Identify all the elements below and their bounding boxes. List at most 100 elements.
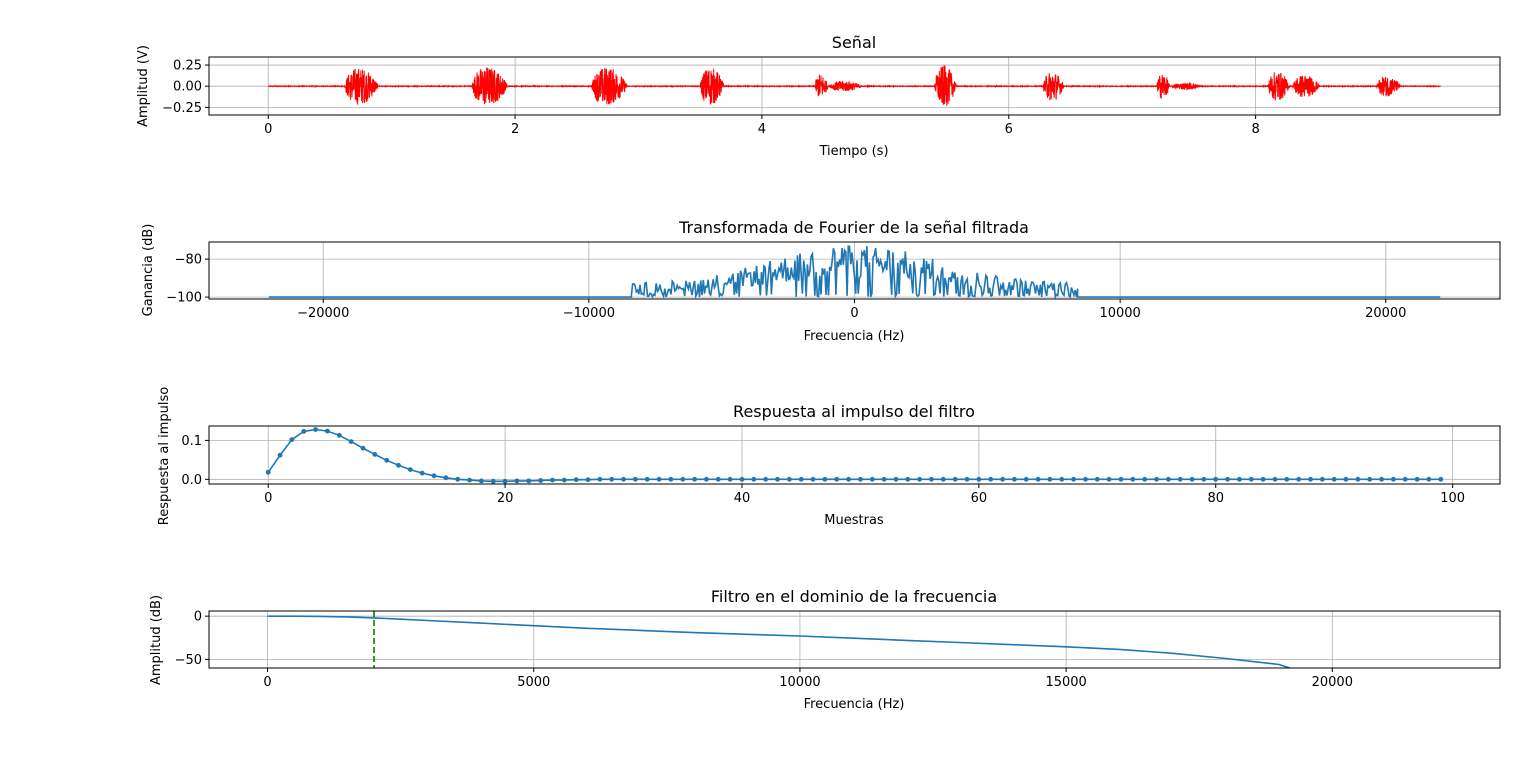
panel-fft: Transformada de Fourier de la señal filt…	[141, 218, 1501, 344]
panel-filter-xlabel: Frecuencia (Hz)	[804, 697, 905, 712]
panel-fft-ticks: −20000 −10000 0 10000 20000 −80 −100	[166, 253, 1406, 321]
panel-signal-ylabel: Amplitud (V)	[136, 45, 151, 127]
impulse-point	[1071, 476, 1076, 482]
impulse-point	[656, 476, 662, 482]
impulse-point	[277, 452, 283, 458]
impulse-point	[1355, 476, 1361, 482]
x-tick-label: 4	[758, 122, 766, 137]
impulse-point	[1225, 476, 1230, 482]
signal-line	[267, 65, 1441, 106]
impulse-point	[1094, 476, 1100, 482]
impulse-point	[289, 437, 295, 442]
impulse-point	[952, 476, 958, 482]
x-tick-label: 15000	[1045, 675, 1086, 690]
y-tick-label: 0	[194, 610, 202, 625]
impulse-point	[313, 427, 318, 432]
panel-fft-xlabel: Frecuencia (Hz)	[804, 329, 905, 344]
impulse-point	[396, 462, 401, 468]
impulse-point	[1331, 476, 1337, 482]
panel-fft-ylabel: Ganancia (dB)	[141, 224, 156, 317]
impulse-point	[1284, 476, 1290, 482]
panel-filter-series	[267, 611, 1290, 668]
impulse-point	[526, 478, 532, 484]
panel-filter-ylabel: Amplitud (dB)	[149, 595, 164, 685]
panel-impulse-title: Respuesta al impulso del filtro	[733, 402, 975, 421]
panel-signal-xlabel: Tiempo (s)	[818, 144, 888, 159]
impulse-point	[763, 476, 769, 482]
impulse-point	[1142, 476, 1148, 482]
y-tick-label: −80	[175, 253, 202, 268]
x-tick-label: 80	[1207, 491, 1224, 506]
impulse-point	[1047, 476, 1053, 482]
y-tick-label: 0.1	[181, 434, 202, 449]
impulse-point	[360, 445, 366, 451]
impulse-point	[822, 476, 828, 482]
x-tick-label: 2	[511, 122, 519, 137]
impulse-point	[561, 477, 567, 483]
x-tick-label: 20000	[1312, 675, 1353, 690]
impulse-point	[810, 476, 816, 482]
panel-filter-title: Filtro en el dominio de la frecuencia	[711, 587, 997, 606]
impulse-point	[1426, 476, 1432, 482]
x-tick-label: 0	[264, 491, 272, 506]
y-tick-label: 0.25	[173, 59, 202, 74]
impulse-point	[1402, 476, 1408, 482]
impulse-point	[775, 476, 780, 482]
impulse-point	[964, 476, 970, 482]
impulse-point	[1391, 476, 1396, 482]
impulse-point	[680, 476, 686, 482]
y-tick-label: −50	[175, 653, 202, 668]
impulse-point	[479, 478, 484, 484]
impulse-point	[787, 476, 792, 482]
panel-signal-series	[267, 65, 1441, 106]
impulse-point	[348, 439, 354, 444]
impulse-point	[1154, 476, 1159, 482]
impulse-point	[905, 476, 911, 482]
panel-impulse-ylabel: Respuesta al impulso	[157, 387, 172, 526]
x-tick-label: 6	[1005, 122, 1013, 137]
impulse-point	[1189, 476, 1195, 482]
impulse-point	[301, 429, 307, 434]
impulse-point	[550, 477, 555, 483]
impulse-point	[1319, 476, 1325, 482]
panel-signal-ticks: 0 2 4 6 8 0.25 0.00 −0.25	[162, 59, 1260, 137]
x-tick-label: 0	[264, 122, 272, 137]
impulse-point	[976, 476, 982, 482]
impulse-point	[644, 476, 650, 482]
panel-impulse-frame	[208, 425, 1501, 485]
impulse-point	[858, 476, 863, 482]
impulse-point	[715, 476, 721, 482]
impulse-point	[1012, 476, 1017, 482]
panel-impulse-series	[265, 427, 1444, 484]
impulse-point	[1118, 476, 1124, 482]
x-tick-label: 100	[1440, 491, 1465, 506]
impulse-point	[336, 432, 342, 438]
fft-line	[268, 245, 1441, 299]
impulse-point	[467, 477, 472, 483]
plot-area	[268, 245, 1441, 299]
panel-fft-series	[268, 245, 1441, 299]
x-tick-label: 40	[734, 491, 751, 506]
impulse-point	[609, 476, 615, 482]
impulse-point	[573, 477, 579, 483]
panel-signal: Señal 0 2 4 6 8 0.25 0.00 −0.25 Tiempo (s) Ampl…	[136, 33, 1501, 159]
impulse-point	[1272, 476, 1278, 482]
impulse-point	[1367, 476, 1373, 482]
impulse-point	[1177, 476, 1183, 482]
impulse-point	[419, 470, 425, 476]
x-tick-label: 0	[850, 306, 858, 321]
impulse-point	[490, 478, 496, 484]
impulse-point	[869, 476, 875, 482]
impulse-point	[1106, 476, 1112, 482]
impulse-point	[384, 457, 390, 463]
impulse-point	[881, 476, 887, 482]
x-tick-label: 8	[1251, 122, 1259, 137]
impulse-point	[1296, 476, 1302, 482]
impulse-point	[988, 476, 994, 482]
impulse-point	[502, 478, 508, 484]
panel-impulse-xlabel: Muestras	[824, 513, 884, 528]
x-tick-label: 0	[263, 675, 271, 690]
impulse-point	[929, 476, 934, 482]
impulse-point	[846, 476, 851, 482]
